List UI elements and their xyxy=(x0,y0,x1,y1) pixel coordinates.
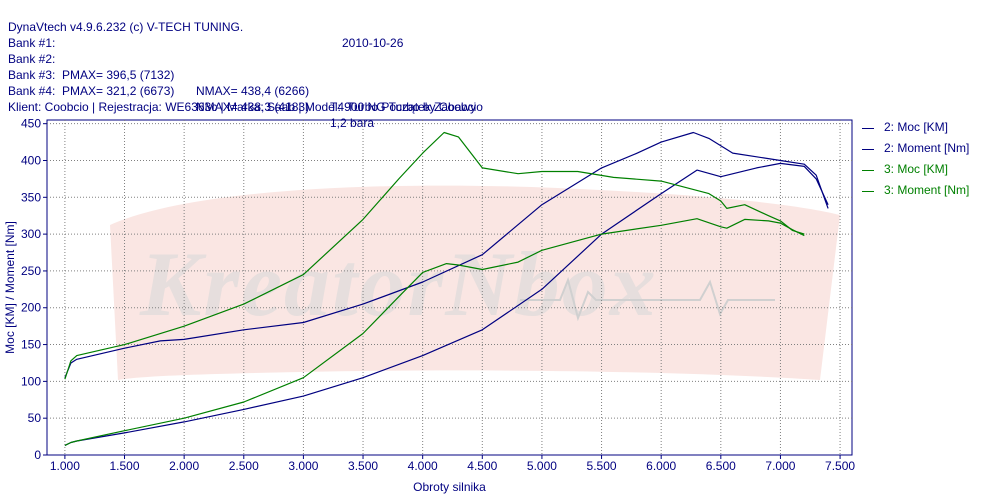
x-tick-label: 7.500 xyxy=(825,459,855,473)
bank2-pmax: PMAX= 396,5 (7132) xyxy=(62,68,175,82)
x-tick-label: 2.500 xyxy=(229,459,259,473)
x-tick-label: 5.500 xyxy=(587,459,617,473)
y-tick-label: 250 xyxy=(21,264,41,278)
x-tick-label: 1.500 xyxy=(110,459,140,473)
bank2-description: T4 Turbo Początek Zabawy xyxy=(330,100,477,114)
x-tick-label: 2.000 xyxy=(169,459,199,473)
legend-label: 2: Moment [Nm] xyxy=(884,141,970,155)
legend-swatch xyxy=(862,149,874,150)
y-tick-label: 150 xyxy=(21,338,41,352)
y-tick-label: 300 xyxy=(21,227,41,241)
legend-label: 2: Moc [KM] xyxy=(884,120,949,134)
x-tick-label: 3.500 xyxy=(348,459,378,473)
client-info: Klient: Coobcio | Rejestracja: WE6363c |… xyxy=(8,100,483,114)
x-tick-label: 6.500 xyxy=(706,459,736,473)
legend-swatch xyxy=(862,128,874,129)
legend-label: 3: Moment [Nm] xyxy=(884,183,970,197)
x-tick-label: 7.000 xyxy=(765,459,795,473)
bank3-label: Bank #3: xyxy=(8,68,56,82)
watermark-pulse xyxy=(520,276,775,322)
x-tick-label: 1.000 xyxy=(50,459,80,473)
series-line-4 xyxy=(64,131,805,380)
x-tick-label: 4.500 xyxy=(467,459,497,473)
y-axis-label: Moc [KM] / Moment [Nm] xyxy=(3,221,17,354)
y-tick-label: 100 xyxy=(21,374,41,388)
watermark-text: KreatorNbox xyxy=(139,233,658,335)
series-line-1 xyxy=(64,162,829,446)
bank2-nmax: NMAX= 438,4 (6266) xyxy=(196,84,310,98)
bank3-pmax: PMAX= 321,2 (6673) xyxy=(62,84,175,98)
watermark-swoosh xyxy=(110,185,840,380)
legend-swatch xyxy=(862,170,874,171)
bank1-label: Bank #1: xyxy=(8,36,56,50)
test-date: 2010-10-26 xyxy=(342,36,404,50)
x-tick-label: 6.000 xyxy=(646,459,676,473)
x-tick-label: 3.000 xyxy=(288,459,318,473)
series-line-2 xyxy=(64,131,829,378)
y-tick-label: 50 xyxy=(28,411,42,425)
y-tick-label: 450 xyxy=(21,117,41,131)
y-tick-label: 350 xyxy=(21,190,41,204)
legend-swatch xyxy=(862,191,874,192)
y-tick-label: 400 xyxy=(21,153,41,167)
bank3-nmax: NMAX= 438,3 (4183) xyxy=(196,100,310,114)
legend-label: 3: Moc [KM] xyxy=(884,162,949,176)
y-tick-label: 200 xyxy=(21,301,41,315)
x-tick-label: 4.000 xyxy=(408,459,438,473)
app-version: DynaVtech v4.9.6.232 (c) V-TECH TUNING. xyxy=(8,20,244,34)
x-tick-label: 5.000 xyxy=(527,459,557,473)
series-line-3 xyxy=(64,218,805,446)
x-axis-label: Obroty silnika xyxy=(413,480,486,494)
y-tick-label: 0 xyxy=(34,448,41,462)
plot-frame xyxy=(46,119,853,456)
watermark: KreatorNbox xyxy=(110,185,840,380)
bank4-label: Bank #4: xyxy=(8,84,56,98)
bank2-label: Bank #2: xyxy=(8,52,56,66)
